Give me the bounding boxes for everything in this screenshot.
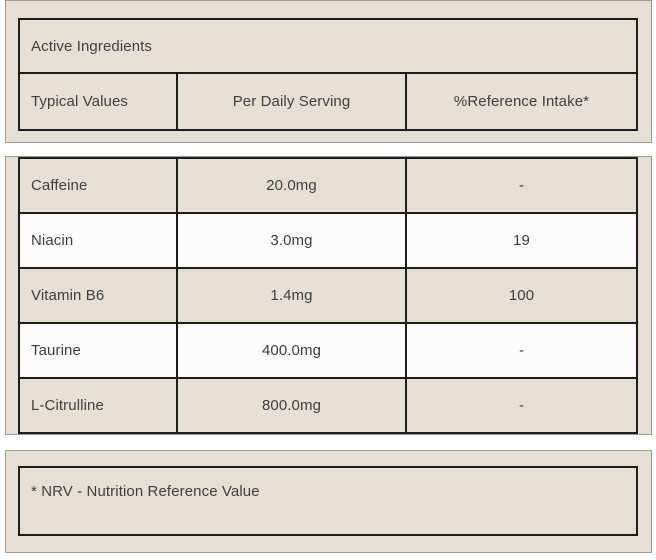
reference-intake-cell: - [405, 377, 638, 434]
ingredients-values-card: Caffeine 20.0mg - Niacin 3.0mg 19 Vitami… [5, 156, 652, 435]
ingredients-table: Caffeine 20.0mg - Niacin 3.0mg 19 Vitami… [18, 157, 638, 434]
table-row: L-Citrulline 800.0mg - [18, 377, 638, 434]
table-row: Taurine 400.0mg - [18, 322, 638, 379]
reference-intake-cell: 100 [405, 267, 638, 324]
ingredients-header-table: Active Ingredients Typical Values Per Da… [18, 18, 638, 131]
per-serving-cell: 3.0mg [176, 212, 407, 269]
column-header-per-daily-serving: Per Daily Serving [176, 72, 407, 131]
footnote-text: * NRV - Nutrition Reference Value [31, 483, 260, 500]
reference-intake-cell: - [405, 157, 638, 214]
per-serving-cell: 20.0mg [176, 157, 407, 214]
per-serving-cell: 800.0mg [176, 377, 407, 434]
table-row: Caffeine 20.0mg - [18, 157, 638, 214]
column-header-row: Typical Values Per Daily Serving %Refere… [18, 72, 638, 131]
column-header-typical-values: Typical Values [18, 72, 178, 131]
section-title-row: Active Ingredients [18, 18, 638, 74]
column-header-reference-intake: %Reference Intake* [405, 72, 638, 131]
table-row: Vitamin B6 1.4mg 100 [18, 267, 638, 324]
table-row: Niacin 3.0mg 19 [18, 212, 638, 269]
active-ingredients-header-card: Active Ingredients Typical Values Per Da… [5, 0, 652, 143]
reference-intake-cell: - [405, 322, 638, 379]
ingredient-name-cell: Taurine [18, 322, 178, 379]
ingredient-name-cell: L-Citrulline [18, 377, 178, 434]
footnote-card: * NRV - Nutrition Reference Value [5, 450, 652, 553]
reference-intake-cell: 19 [405, 212, 638, 269]
ingredient-name-cell: Niacin [18, 212, 178, 269]
ingredient-name-cell: Caffeine [18, 157, 178, 214]
per-serving-cell: 400.0mg [176, 322, 407, 379]
footnote-box: * NRV - Nutrition Reference Value [18, 466, 638, 536]
ingredient-name-cell: Vitamin B6 [18, 267, 178, 324]
section-title: Active Ingredients [18, 18, 638, 74]
per-serving-cell: 1.4mg [176, 267, 407, 324]
